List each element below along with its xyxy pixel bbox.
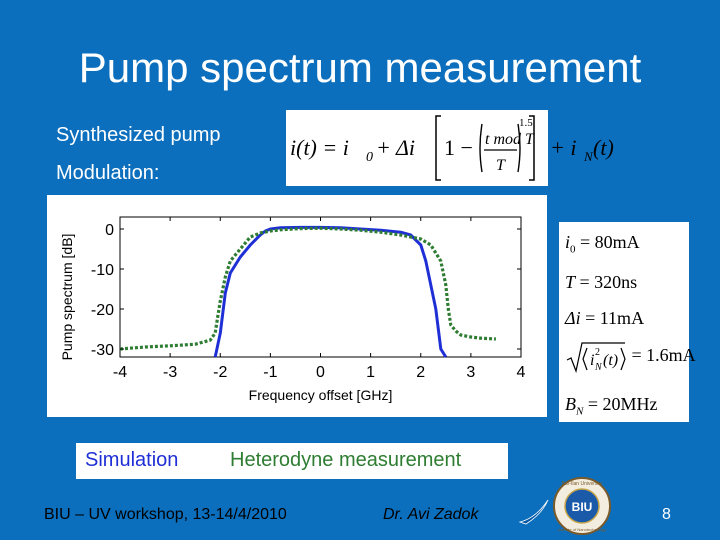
y-tick-label: -20 — [91, 302, 114, 319]
chart-svg: -4 -3 -2 -1 0 1 2 3 40-10-20-30 Pump spectrum [d… — [59, 216, 526, 403]
formula-right-paren — [517, 123, 521, 173]
param-T-symbol: T — [565, 272, 576, 292]
param-i0: i0 = 80mA — [565, 232, 640, 256]
svg-text:i: i — [590, 352, 594, 369]
formula-svg: i(t) = i 0 + Δi 1 − t mod T T 1.5 — [290, 115, 535, 181]
iN-rms-symbol: i 2 N (t) — [566, 342, 626, 374]
param-T: T = 320ns — [565, 272, 637, 293]
formula-tail: + i N (t) — [550, 135, 614, 164]
x-tick-label: -4 — [113, 364, 127, 381]
x-tick-label: 2 — [416, 364, 425, 381]
simulation-line — [213, 225, 448, 358]
formula-exponent: 1.5 — [519, 117, 533, 129]
x-tick-label: -2 — [213, 364, 227, 381]
x-tick-label: -3 — [163, 364, 177, 381]
parameters-panel: i0 = 80mA T = 320ns Δi = 11mA i 2 N (t) … — [559, 222, 696, 422]
logo-mark: BIU — [572, 500, 593, 514]
pump-spectrum-chart: -4 -3 -2 -1 0 1 2 3 4 0 -10 -20 -30 Pump spectrum [d… — [47, 195, 547, 417]
formula-denominator: T — [496, 157, 506, 174]
synthesized-pump-text: Synthesized pump — [56, 124, 221, 146]
y-tick-label: -30 — [91, 342, 114, 359]
param-i0-sub: 0 — [570, 243, 576, 256]
y-axis-label: Pump spectrum [dB] — [59, 234, 75, 361]
legend: Simulation Heterodyne measurement — [76, 443, 508, 479]
bar-ilan-logo: BIU Bar-Ilan University Institute of Nan… — [553, 477, 611, 535]
param-BN-sub: N — [576, 405, 584, 418]
param-delta-i-value: = 11mA — [585, 308, 645, 328]
formula-sub0: 0 — [366, 150, 373, 165]
x-axis-label: Frequency offset [GHz] — [249, 387, 393, 403]
formula-numerator: t mod T — [485, 131, 535, 148]
legend-simulation: Simulation — [85, 449, 179, 471]
formula-t-arg: (t) — [593, 135, 614, 160]
param-iN-rms: i 2 N (t) = 1.6mA — [565, 340, 696, 374]
formula-right-bracket — [529, 115, 535, 181]
svg-text:(t): (t) — [603, 352, 618, 369]
swoosh-decoration — [518, 499, 549, 525]
x-tick-label: 4 — [517, 364, 526, 381]
y-tick-label: -10 — [91, 262, 114, 279]
x-tick-label: 0 — [316, 364, 325, 381]
logo-university: Bar-Ilan University — [562, 481, 603, 487]
slide-title: Pump spectrum measurement — [78, 44, 642, 91]
formula-subN: N — [583, 149, 594, 164]
y-tick-label: 0 — [105, 222, 114, 239]
logo-tagline: Institute of Nanotechnology — [558, 527, 606, 532]
footer-event: BIU – UV workshop, 13-14/4/2010 — [44, 506, 287, 523]
param-i0-symbol: i — [565, 232, 571, 252]
param-i0-value: = 80mA — [580, 232, 640, 252]
param-T-value: = 320ns — [579, 272, 638, 292]
param-delta-i-symbol: Δi — [565, 308, 581, 328]
svg-text:N: N — [594, 362, 603, 373]
x-tick-label: 3 — [466, 364, 475, 381]
measurement-line — [119, 226, 496, 351]
formula-plus-iN: + i — [550, 135, 576, 160]
formula-left-paren — [479, 123, 483, 173]
legend-measurement: Heterodyne measurement — [230, 449, 462, 471]
formula-plus-delta: + Δi — [376, 135, 415, 160]
x-tick-label: 1 — [366, 364, 375, 381]
footer-author: Dr. Avi Zadok — [383, 506, 479, 523]
page-number: 8 — [662, 506, 671, 523]
modulation-formula: i(t) = i 0 + Δi 1 − t mod T T 1.5 — [286, 110, 548, 186]
param-BN-symbol: B — [565, 394, 576, 414]
param-BN: BN = 20MHz — [565, 394, 658, 418]
formula-lhs: i(t) = i — [290, 135, 349, 160]
x-tick-label: -1 — [263, 364, 277, 381]
param-BN-value: = 20MHz — [587, 394, 658, 414]
svg-text:2: 2 — [595, 347, 600, 358]
modulation-text: Modulation: — [56, 162, 160, 184]
formula-one-minus: 1 − — [444, 135, 473, 160]
param-delta-i: Δi = 11mA — [565, 308, 644, 329]
param-iN-value: = 1.6mA — [631, 345, 696, 366]
formula-left-bracket — [435, 115, 441, 181]
